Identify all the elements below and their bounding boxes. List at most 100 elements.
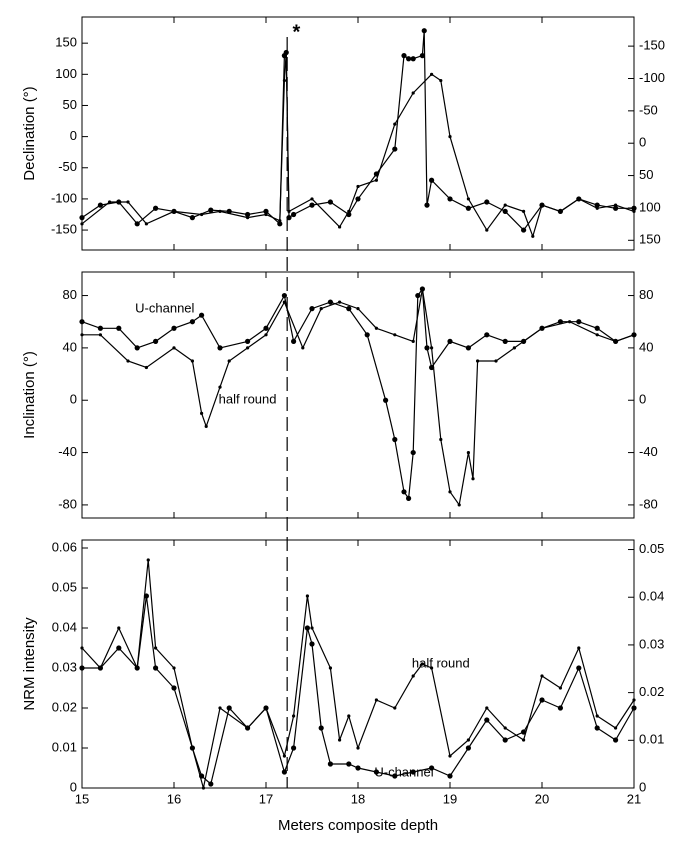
data-point	[108, 200, 112, 204]
data-point	[281, 769, 287, 775]
data-point	[503, 726, 507, 730]
data-point	[264, 333, 268, 337]
y2-tick-label: 150	[639, 232, 661, 247]
y-tick-label: 40	[63, 339, 77, 354]
data-point	[278, 219, 282, 223]
data-point	[309, 306, 315, 312]
data-point	[502, 208, 508, 214]
data-point	[568, 320, 572, 324]
data-point	[614, 726, 618, 730]
data-point	[190, 746, 194, 750]
data-point	[466, 450, 470, 455]
data-point	[540, 326, 544, 330]
data-point	[117, 626, 121, 630]
y-axis-label: Inclination (°)	[21, 351, 38, 439]
x-tick-label: 19	[443, 791, 457, 806]
data-point	[80, 646, 84, 650]
data-point	[172, 666, 176, 670]
data-point	[401, 489, 407, 495]
data-point	[355, 196, 361, 202]
data-point	[466, 738, 470, 742]
data-point	[218, 385, 222, 389]
y-tick-label: 0.06	[52, 539, 77, 554]
x-tick-label: 17	[259, 791, 273, 806]
data-point	[521, 729, 527, 735]
y-tick-label: -50	[58, 159, 77, 174]
data-point	[291, 745, 297, 751]
data-point	[429, 765, 435, 771]
data-point	[485, 228, 489, 232]
data-point	[172, 209, 176, 213]
data-point	[282, 78, 286, 83]
y2-tick-label: 0.03	[639, 636, 664, 651]
data-point	[373, 769, 379, 775]
data-point	[245, 211, 251, 218]
data-point	[512, 346, 517, 350]
data-point	[471, 477, 475, 481]
data-point	[447, 196, 453, 202]
y-tick-label: 0	[70, 128, 77, 143]
data-point	[540, 674, 544, 678]
data-point	[447, 338, 453, 344]
data-point	[309, 202, 315, 208]
data-point	[116, 645, 122, 651]
x-tick-label: 20	[535, 791, 549, 806]
data-point	[406, 56, 412, 62]
data-point	[338, 300, 342, 304]
data-point	[613, 205, 619, 211]
data-point	[126, 200, 130, 204]
data-point	[631, 205, 637, 211]
data-point	[97, 202, 103, 208]
y2-tick-label: 100	[639, 199, 661, 214]
data-point	[439, 437, 443, 442]
data-point	[594, 202, 600, 208]
data-point	[208, 781, 214, 787]
y2-tick-label: 0.01	[639, 732, 664, 747]
data-point	[346, 306, 352, 312]
data-point	[171, 685, 177, 691]
data-point	[447, 773, 453, 779]
data-point	[346, 761, 352, 767]
data-point	[79, 319, 85, 325]
y2-tick-label: 0.02	[639, 684, 664, 699]
data-point	[190, 359, 194, 363]
data-point	[503, 203, 507, 207]
data-point	[189, 215, 195, 221]
data-point	[134, 345, 140, 351]
data-point	[318, 725, 324, 731]
data-point	[282, 754, 286, 758]
y2-tick-label: 0.04	[639, 589, 664, 604]
data-point	[305, 594, 309, 598]
y2-tick-label: 0	[639, 135, 646, 150]
data-point	[539, 697, 545, 703]
data-point	[502, 737, 508, 743]
data-point	[393, 333, 397, 337]
data-point	[144, 365, 148, 370]
y-tick-label: 0	[70, 779, 77, 794]
data-point	[558, 686, 563, 690]
data-point	[421, 28, 427, 34]
data-point	[153, 665, 159, 671]
data-point	[304, 625, 310, 631]
data-point	[301, 346, 305, 350]
y2-tick-label: 40	[639, 339, 653, 354]
y-tick-label: -40	[58, 444, 77, 459]
data-point	[424, 345, 430, 351]
data-point	[154, 646, 158, 650]
data-point	[146, 558, 150, 562]
data-point	[327, 199, 333, 205]
data-point	[263, 325, 269, 331]
data-point	[410, 449, 416, 456]
data-point	[79, 215, 85, 221]
data-point	[415, 292, 421, 299]
x-tick-label: 15	[75, 791, 89, 806]
data-point	[465, 205, 471, 211]
data-point	[199, 312, 205, 318]
y-tick-label: 0	[70, 392, 77, 407]
data-point	[420, 662, 424, 666]
y2-tick-label: -80	[639, 496, 658, 511]
data-point	[226, 705, 232, 711]
annotation: half round	[412, 655, 470, 670]
data-point	[429, 177, 435, 183]
